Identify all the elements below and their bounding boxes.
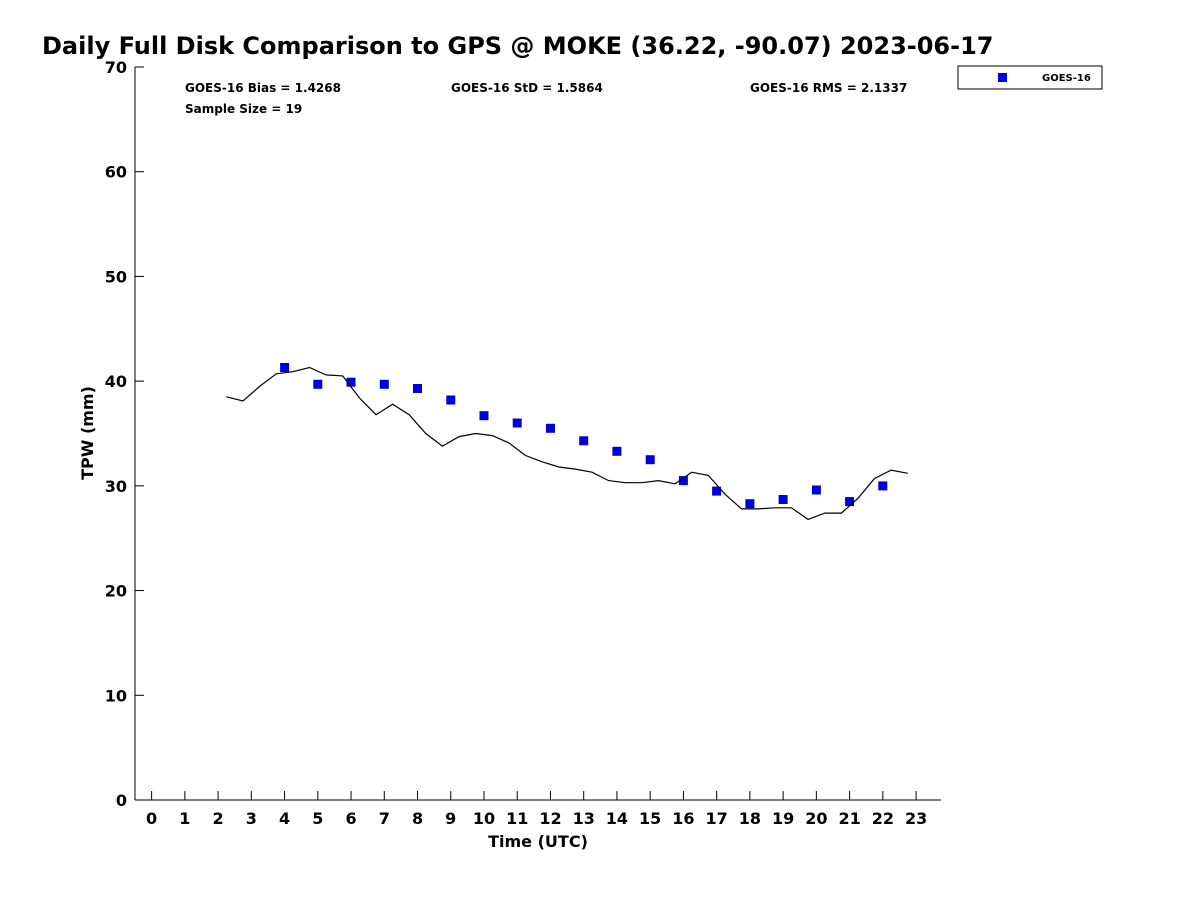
x-tick-label: 14 bbox=[606, 809, 628, 828]
x-tick-label: 16 bbox=[672, 809, 694, 828]
y-tick-label: 10 bbox=[105, 686, 127, 705]
y-ticks: 0 10 20 30 40 50 60 70 bbox=[105, 58, 144, 810]
data-point bbox=[612, 446, 622, 456]
y-tick-label: 30 bbox=[105, 477, 127, 496]
stat-std: GOES-16 StD = 1.5864 bbox=[451, 81, 603, 95]
legend-label-goes16: GOES-16 bbox=[1042, 73, 1091, 84]
x-tick-label: 5 bbox=[312, 809, 323, 828]
data-point bbox=[313, 379, 323, 389]
data-point bbox=[479, 411, 489, 421]
x-tick-label: 7 bbox=[379, 809, 390, 828]
x-tick-label: 18 bbox=[739, 809, 761, 828]
data-point bbox=[379, 379, 389, 389]
data-point bbox=[413, 384, 422, 393]
data-point bbox=[712, 486, 722, 496]
y-tick-label: 70 bbox=[105, 58, 127, 77]
data-point bbox=[678, 476, 688, 486]
x-tick-label: 15 bbox=[639, 809, 661, 828]
x-tick-label: 23 bbox=[905, 809, 927, 828]
x-tick-label: 21 bbox=[838, 809, 860, 828]
legend-box bbox=[957, 65, 1103, 90]
data-point bbox=[346, 377, 356, 387]
x-tick-label: 8 bbox=[412, 809, 423, 828]
data-point bbox=[446, 395, 456, 405]
data-point bbox=[878, 481, 888, 491]
y-tick-label: 20 bbox=[105, 582, 127, 601]
series-line bbox=[226, 366, 908, 521]
x-tick-label: 3 bbox=[246, 809, 257, 828]
stat-sample-size: Sample Size = 19 bbox=[185, 102, 302, 116]
data-point bbox=[280, 363, 290, 372]
x-tick-label: 20 bbox=[805, 809, 827, 828]
chart-title: Daily Full Disk Comparison to GPS @ MOKE… bbox=[42, 32, 993, 60]
data-point bbox=[811, 485, 821, 495]
legend-marker-goes16 bbox=[998, 73, 1007, 82]
data-point bbox=[512, 418, 522, 428]
x-tick-label: 19 bbox=[772, 809, 794, 828]
data-point bbox=[579, 436, 589, 446]
x-tick-label: 10 bbox=[473, 809, 495, 828]
x-tick-label: 11 bbox=[506, 809, 528, 828]
series-layer bbox=[226, 363, 908, 521]
data-point bbox=[745, 499, 755, 509]
x-tick-label: 6 bbox=[345, 809, 356, 828]
x-tick-label: 4 bbox=[279, 809, 290, 828]
x-tick-label: 17 bbox=[706, 809, 728, 828]
x-tick-label: 2 bbox=[213, 809, 224, 828]
y-tick-label: 60 bbox=[105, 163, 127, 182]
legend: GOES-16 bbox=[957, 65, 1103, 90]
series-markers bbox=[280, 363, 888, 509]
y-tick-label: 50 bbox=[105, 267, 127, 286]
data-point bbox=[645, 455, 655, 465]
x-tick-label: 0 bbox=[146, 809, 157, 828]
x-tick-label: 1 bbox=[179, 809, 190, 828]
data-point bbox=[546, 423, 555, 433]
stat-rms: GOES-16 RMS = 2.1337 bbox=[750, 81, 907, 95]
x-tick-label: 13 bbox=[573, 809, 595, 828]
y-tick-label: 40 bbox=[105, 372, 127, 391]
y-axis-label: TPW (mm) bbox=[78, 386, 97, 480]
x-ticks: 0 1 2 3 4 5 6 7 8 9 10 11 12 13 14 15 16 17 18 19 20 21 22 23 bbox=[146, 791, 927, 828]
stat-bias: GOES-16 Bias = 1.4268 bbox=[185, 81, 341, 95]
data-point bbox=[845, 497, 855, 507]
x-tick-label: 12 bbox=[539, 809, 561, 828]
x-axis-label: Time (UTC) bbox=[488, 832, 588, 851]
y-tick-label: 0 bbox=[116, 791, 127, 810]
x-tick-label: 22 bbox=[872, 809, 894, 828]
x-tick-label: 9 bbox=[445, 809, 456, 828]
data-point bbox=[778, 495, 788, 504]
